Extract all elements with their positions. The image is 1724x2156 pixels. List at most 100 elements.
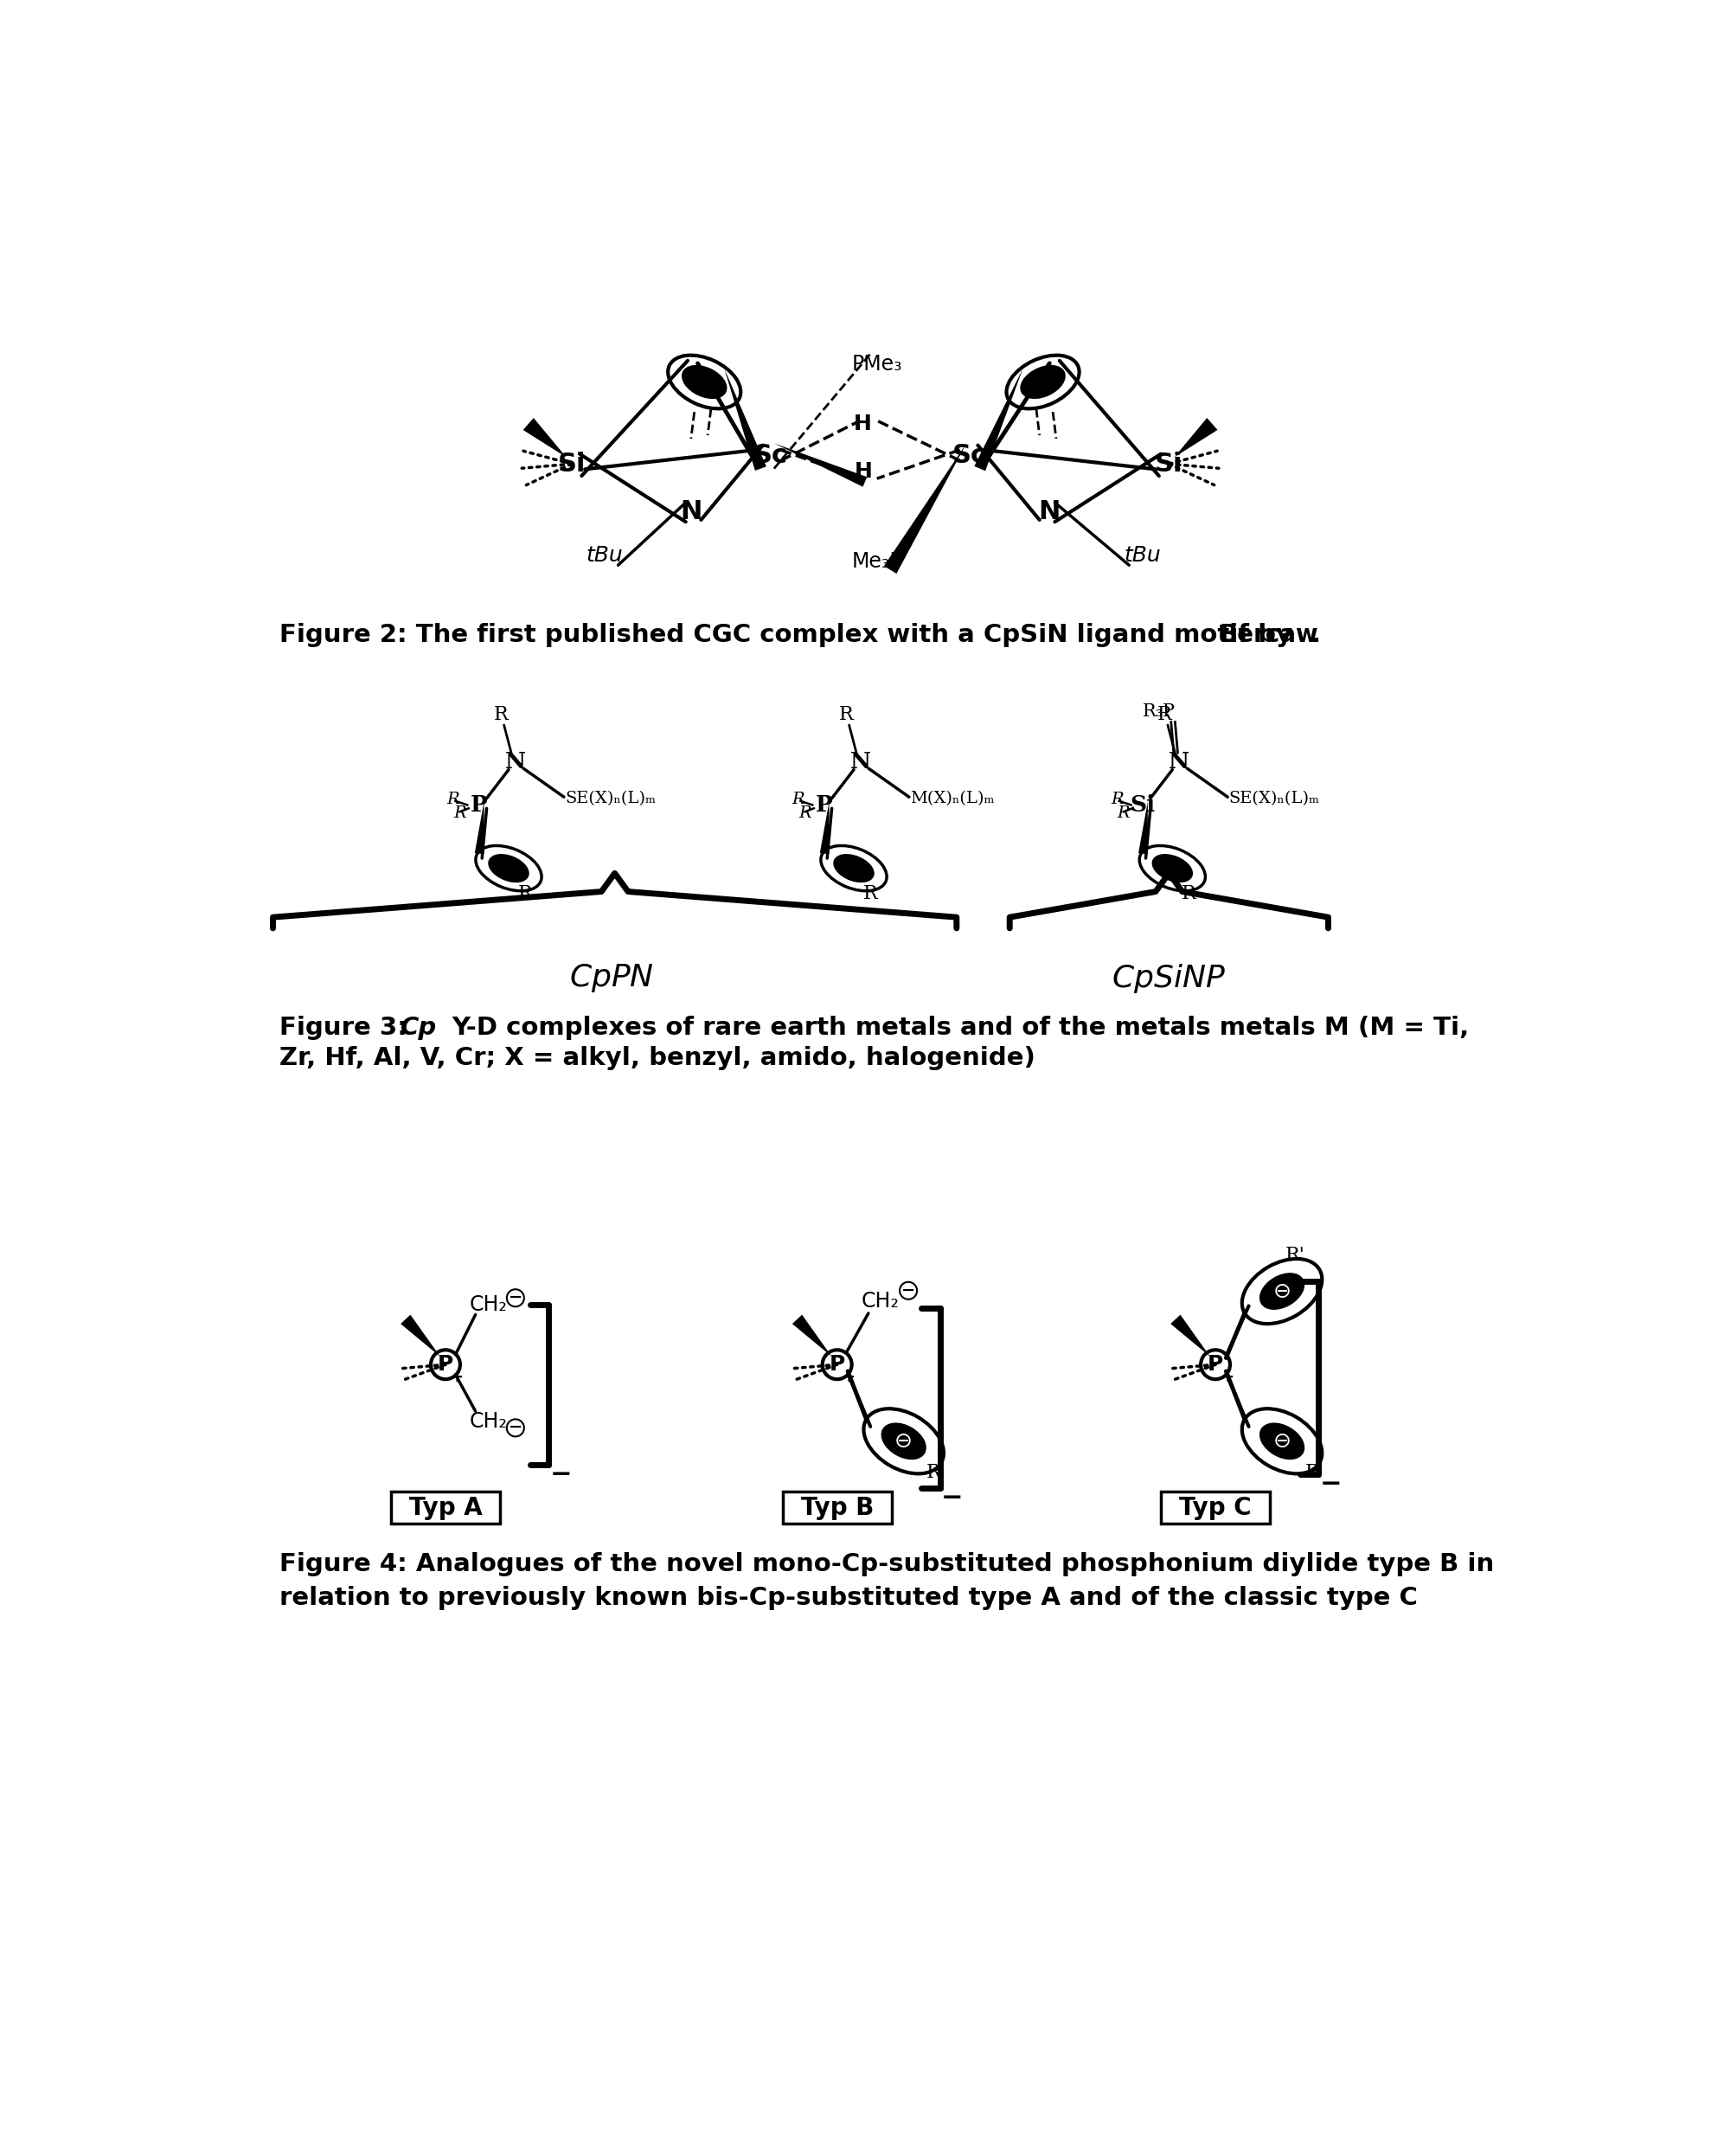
Ellipse shape (881, 1423, 926, 1460)
Text: Figure 2: The first published CGC complex with a CpSiN ligand motif by: Figure 2: The first published CGC comple… (279, 623, 1302, 647)
Text: −: − (550, 1462, 572, 1488)
Text: N: N (1038, 500, 1060, 524)
Text: +: + (1221, 1369, 1233, 1384)
Text: M(X)ₙ(L)ₘ: M(X)ₙ(L)ₘ (910, 791, 995, 806)
Text: P: P (815, 793, 833, 815)
Text: $\mathit{CpPN}$: $\mathit{CpPN}$ (569, 962, 653, 994)
Ellipse shape (490, 854, 529, 882)
Ellipse shape (821, 845, 886, 890)
Text: Cp: Cp (400, 1015, 436, 1041)
Text: .: . (1310, 623, 1321, 647)
Text: Sc: Sc (753, 442, 788, 468)
Ellipse shape (667, 356, 741, 410)
Ellipse shape (834, 854, 874, 882)
Text: R: R (1117, 804, 1131, 821)
Text: R: R (1181, 884, 1196, 903)
Text: R₃P: R₃P (1143, 703, 1176, 720)
Ellipse shape (683, 367, 726, 399)
Text: N: N (850, 750, 871, 772)
Text: P: P (829, 1354, 845, 1376)
Text: R: R (1305, 1464, 1319, 1481)
Text: Bercaw: Bercaw (1219, 623, 1319, 647)
Text: N: N (505, 750, 526, 772)
Polygon shape (821, 802, 829, 854)
Text: Figure 4: Analogues of the novel mono-Cp-substituted phosphonium diylide type B : Figure 4: Analogues of the novel mono-Cp… (279, 1552, 1495, 1576)
Ellipse shape (1007, 356, 1079, 410)
Text: R: R (517, 884, 533, 903)
Text: −: − (1319, 1473, 1341, 1496)
Text: Typ B: Typ B (800, 1496, 874, 1520)
Text: −: − (941, 1485, 964, 1511)
Text: Zr, Hf, Al, V, Cr; X = alkyl, benzyl, amido, halogenide): Zr, Hf, Al, V, Cr; X = alkyl, benzyl, am… (279, 1046, 1036, 1069)
Text: P: P (1207, 1354, 1224, 1376)
Text: PMe₃: PMe₃ (852, 354, 902, 375)
Text: R: R (791, 791, 805, 808)
Text: H: H (855, 461, 872, 483)
Text: Y-D complexes of rare earth metals and of the metals metals M (M = Ti,: Y-D complexes of rare earth metals and o… (452, 1015, 1469, 1041)
Ellipse shape (476, 845, 541, 890)
Text: R: R (798, 804, 812, 821)
Text: Typ A: Typ A (409, 1496, 483, 1520)
Text: Me₃P: Me₃P (852, 552, 902, 571)
Circle shape (507, 1419, 524, 1436)
Text: −: − (509, 1419, 522, 1436)
Text: R': R' (1286, 1246, 1305, 1266)
Text: P: P (438, 1354, 453, 1376)
Text: ⊖: ⊖ (1272, 1281, 1291, 1302)
Text: CH₂: CH₂ (862, 1291, 900, 1311)
Ellipse shape (864, 1408, 943, 1475)
Text: R: R (453, 804, 467, 821)
Text: R: R (864, 884, 878, 903)
Text: Typ C: Typ C (1179, 1496, 1252, 1520)
Text: SE(X)ₙ(L)ₘ: SE(X)ₙ(L)ₘ (1229, 791, 1321, 806)
Text: Si: Si (557, 451, 586, 476)
Text: N: N (679, 500, 702, 524)
Polygon shape (774, 444, 867, 487)
Text: CH₂: CH₂ (471, 1294, 509, 1315)
Text: ⊖: ⊖ (895, 1432, 912, 1451)
Text: $\mathit{CpSiNP}$: $\mathit{CpSiNP}$ (1112, 962, 1226, 994)
Polygon shape (400, 1315, 440, 1356)
Circle shape (822, 1350, 852, 1380)
Text: tBu: tBu (1124, 545, 1160, 565)
Ellipse shape (1241, 1259, 1322, 1324)
Circle shape (900, 1283, 917, 1300)
Circle shape (1202, 1350, 1229, 1380)
Text: R: R (447, 791, 460, 808)
Text: −: − (902, 1283, 915, 1298)
Text: Si: Si (1155, 451, 1183, 476)
Text: R: R (493, 705, 509, 724)
Ellipse shape (1140, 845, 1205, 890)
Ellipse shape (1260, 1274, 1303, 1309)
Text: Si: Si (1129, 793, 1155, 815)
Text: +: + (450, 1369, 464, 1384)
Text: R: R (838, 705, 853, 724)
Text: ⊖: ⊖ (1272, 1432, 1291, 1451)
Text: CH₂: CH₂ (471, 1410, 509, 1432)
Text: R: R (1110, 791, 1124, 808)
Polygon shape (1138, 802, 1148, 854)
Polygon shape (522, 418, 565, 457)
Text: P: P (471, 793, 488, 815)
Polygon shape (724, 369, 767, 470)
Text: Sc: Sc (953, 442, 988, 468)
Ellipse shape (1241, 1408, 1322, 1475)
Text: relation to previously known bis-Cp-substituted type A and of the classic type C: relation to previously known bis-Cp-subs… (279, 1585, 1417, 1611)
Polygon shape (884, 444, 967, 573)
Polygon shape (1174, 418, 1217, 457)
Text: +: + (841, 1369, 855, 1384)
Text: −: − (509, 1289, 522, 1307)
Ellipse shape (1021, 367, 1065, 399)
Text: R: R (926, 1464, 941, 1481)
Text: Figure 3:: Figure 3: (279, 1015, 415, 1041)
Text: N: N (1169, 750, 1190, 772)
Text: R: R (1157, 705, 1172, 724)
Polygon shape (1171, 1315, 1210, 1356)
Ellipse shape (1153, 854, 1193, 882)
Circle shape (431, 1350, 460, 1380)
Polygon shape (793, 1315, 831, 1356)
Text: H: H (853, 414, 871, 433)
Ellipse shape (1260, 1423, 1303, 1460)
Polygon shape (974, 369, 1022, 470)
Polygon shape (474, 802, 484, 854)
